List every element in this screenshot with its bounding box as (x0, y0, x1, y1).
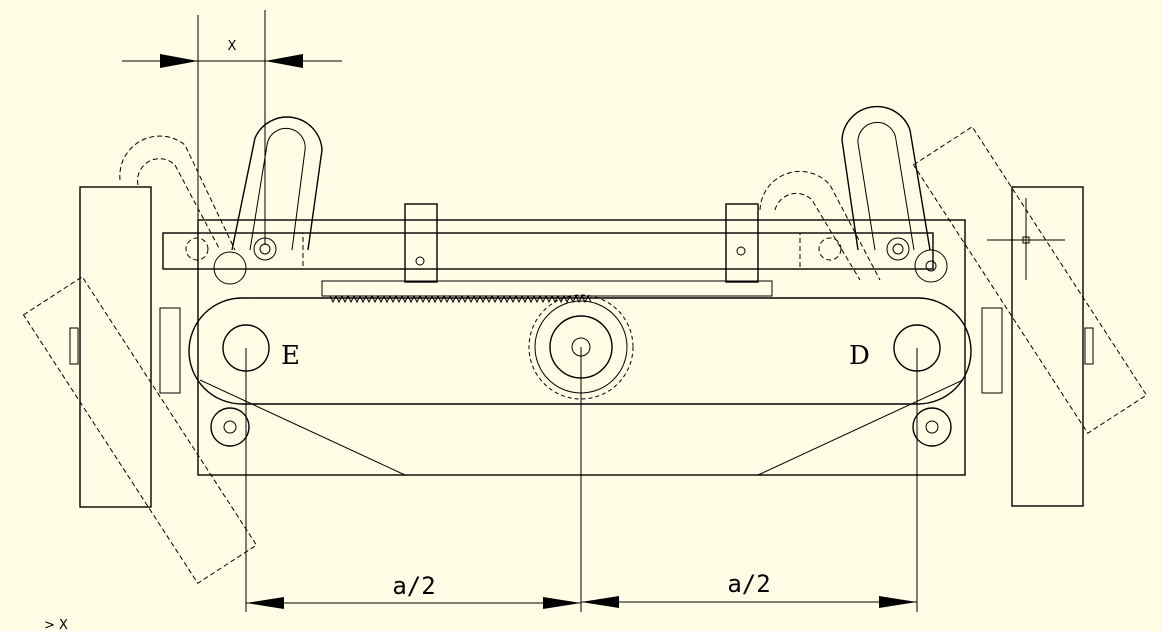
right-hook-dashed (759, 170, 881, 281)
corner-axis-mark: > X (44, 618, 68, 631)
right-slider (725, 203, 759, 283)
upper-guide-bar-dashed-left (162, 232, 304, 270)
gear-rack (321, 280, 773, 304)
label-d: D (849, 341, 870, 371)
right-slider-pin (736, 246, 746, 256)
left-hook-dashed (119, 135, 236, 261)
left-lower-bolt-outer (210, 407, 250, 447)
left-jaw-plate (79, 186, 152, 508)
left-slider (404, 203, 438, 283)
x-dim-arrow-left (160, 54, 198, 68)
right-roller (914, 249, 948, 283)
right-lower-bolt-outer (912, 407, 952, 447)
right-side-block (981, 307, 1003, 394)
upper-guide-bar-dashed-right (799, 232, 934, 270)
left-side-block (159, 307, 181, 394)
left-hook (231, 116, 323, 261)
right-lower-bolt-inner (925, 420, 939, 434)
right-hook (841, 105, 931, 261)
right-tilted-plate-dashed (912, 126, 1148, 434)
x-dim-label: X (228, 39, 237, 54)
x-dim-arrow-right (265, 54, 303, 68)
dimension-a-half-left: a/2 (246, 572, 581, 609)
label-a-half-left: a/2 (392, 572, 435, 600)
link-plate (188, 297, 972, 405)
left-slider-pin (415, 256, 425, 266)
upper-guide-bar (162, 232, 934, 270)
right-jaw-plate (1011, 186, 1084, 507)
label-a-half-right: a/2 (727, 570, 770, 598)
crosshair-marker (987, 198, 1065, 280)
left-roller (213, 251, 247, 285)
label-e: E (281, 341, 300, 371)
left-lower-bolt-inner (223, 420, 237, 434)
dimension-a-half-right: a/2 (581, 570, 917, 608)
left-tilted-plate-dashed (22, 276, 258, 584)
right-plate-pin (1084, 327, 1094, 365)
x-dimension: X (122, 10, 342, 245)
left-plate-pin (69, 327, 79, 365)
